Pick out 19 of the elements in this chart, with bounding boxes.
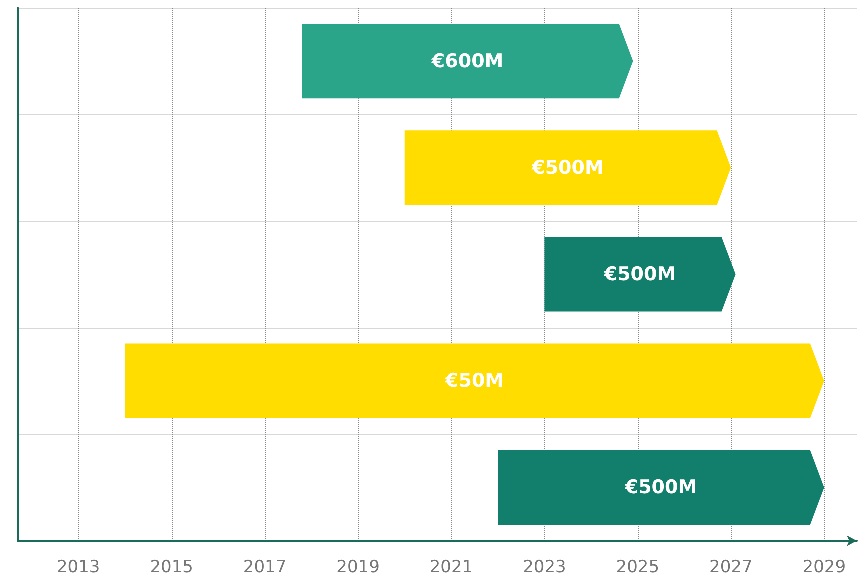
bar	[302, 24, 634, 99]
x-tick-label: 2029	[802, 558, 846, 578]
bar	[404, 130, 732, 206]
bar	[498, 450, 824, 526]
bar	[544, 237, 736, 312]
x-tick-label: 2023	[523, 558, 566, 578]
annotation: €50M	[444, 370, 504, 392]
x-tick-label: 2025	[616, 558, 660, 578]
annotation: €500M	[624, 476, 698, 499]
annotation: €500M	[603, 264, 676, 286]
x-tick-label: 2021	[430, 558, 474, 578]
x-tick-label: 2017	[243, 558, 287, 578]
bar	[125, 344, 824, 418]
x-tick-label: 2027	[710, 558, 753, 578]
annotation: €500M	[531, 156, 604, 179]
x-tick-label: 2013	[56, 558, 100, 578]
x-tick-label: 2015	[150, 558, 194, 578]
annotation: €600M	[430, 50, 504, 72]
x-tick-label: 2019	[336, 558, 380, 578]
